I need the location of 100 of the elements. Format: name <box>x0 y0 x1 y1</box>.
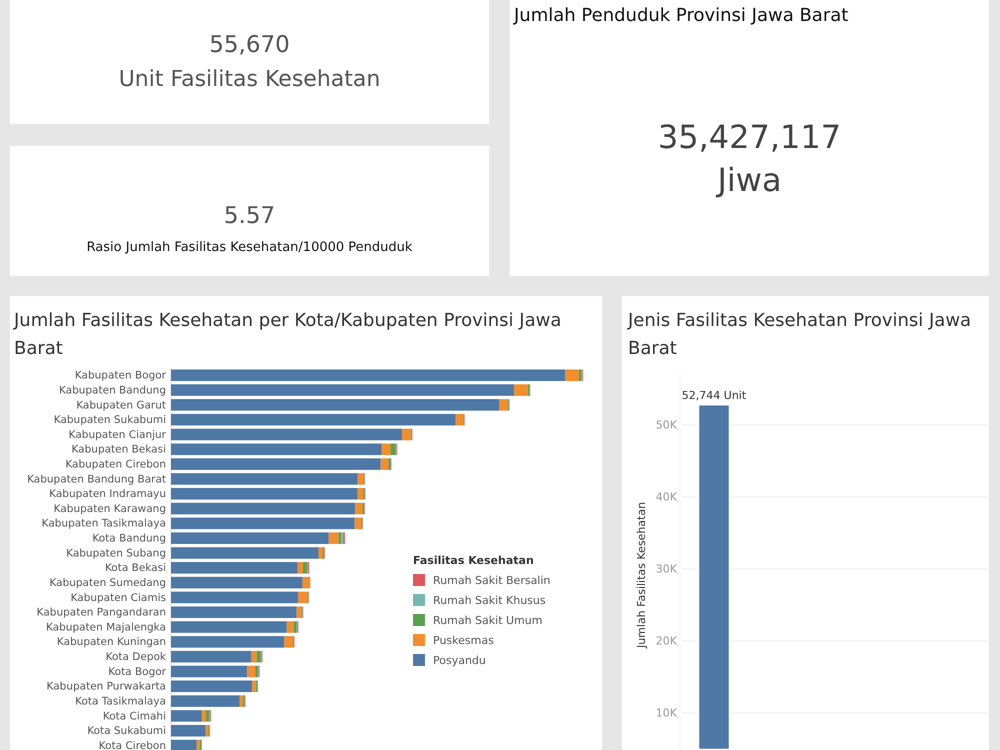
bar <box>171 636 284 648</box>
y-tick-label: Kabupaten Purwakarta <box>46 680 166 693</box>
bar <box>171 428 402 440</box>
bar <box>240 695 244 707</box>
bar <box>565 369 579 382</box>
bar <box>171 384 514 396</box>
bar <box>514 384 528 396</box>
bar <box>171 458 381 470</box>
bar <box>284 636 293 648</box>
bar <box>297 562 303 574</box>
bar <box>171 724 206 737</box>
y-tick-label: 40K <box>656 490 678 504</box>
bar <box>382 444 391 456</box>
legend-label: Rumah Sakit Khusus <box>433 594 546 607</box>
text: Jiwa <box>715 161 782 199</box>
y-tick-label: Kabupaten Karawang <box>54 502 166 515</box>
bar <box>251 650 257 662</box>
bar <box>202 710 206 722</box>
y-tick-label: Kota Bogor <box>108 666 167 678</box>
bar <box>380 458 389 470</box>
y-tick-label: Kota Cimahi <box>102 710 166 722</box>
y-tick-label: Kabupaten Cirebon <box>65 458 166 470</box>
bar <box>171 502 356 514</box>
bar <box>302 562 307 574</box>
legend-title: Fasilitas Kesehatan <box>413 554 534 567</box>
text: 55,670 <box>209 32 290 58</box>
chart-title: Jumlah Fasilitas Kesehatan per Kota/Kabupaten Provinsi Jawa Barat <box>13 310 562 359</box>
bar <box>358 488 364 500</box>
bar <box>171 444 382 456</box>
bar <box>302 576 310 588</box>
bar <box>171 592 298 604</box>
bar <box>390 444 396 456</box>
bar <box>358 473 364 485</box>
bar <box>252 680 256 692</box>
legend-label: Posyandu <box>433 654 486 667</box>
bar <box>578 369 582 382</box>
bar <box>354 518 362 530</box>
y-tick-label: Kabupaten Tasikmalaya <box>42 518 166 530</box>
bar <box>318 547 324 559</box>
text: Rasio Jumlah Fasilitas Kesehatan/10000 Penduduk <box>86 240 413 255</box>
bar <box>286 621 294 633</box>
bar <box>171 518 355 530</box>
bar <box>171 606 297 618</box>
y-tick-label: Kabupaten Cianjur <box>68 428 167 441</box>
y-tick-label: Kabupaten Sukabumi <box>54 414 166 426</box>
bar <box>171 740 197 750</box>
bar <box>171 369 566 382</box>
y-tick-label: Kabupaten Subang <box>66 547 166 560</box>
bar <box>196 740 200 750</box>
bar <box>328 532 339 544</box>
legend-label: Rumah Sakit Bersalin <box>433 574 550 587</box>
y-tick-label: Kabupaten Bogor <box>74 370 167 382</box>
y-tick-label: Kota Bekasi <box>104 562 166 574</box>
bar <box>338 532 342 544</box>
bar <box>247 666 256 678</box>
y-tick-label: Kabupaten Majalengka <box>46 621 166 634</box>
y-tick-label: 30K <box>656 562 678 576</box>
bar <box>171 532 329 544</box>
bar <box>206 710 210 722</box>
text: 35,427,117 <box>658 118 842 156</box>
y-tick-label: Kabupaten Pangandaran <box>36 606 166 619</box>
legend-label: Rumah Sakit Umum <box>433 614 542 627</box>
bar <box>171 473 358 485</box>
bar <box>402 428 411 440</box>
y-axis-title: Jumlah Fasilitas Kesehatan <box>635 502 648 650</box>
text: Unit Fasilitas Kesehatan <box>118 67 380 92</box>
bar <box>171 414 456 426</box>
bar <box>499 399 508 411</box>
text: Jumlah Penduduk Provinsi Jawa Barat <box>513 5 848 26</box>
y-tick-label: 50K <box>656 418 678 432</box>
bar <box>171 650 252 662</box>
data-label: 52,744 Unit <box>682 389 747 402</box>
bar <box>171 621 287 633</box>
y-tick-label: Kota Tasikmalaya <box>75 695 166 708</box>
y-tick-label: Kota Bandung <box>92 532 166 545</box>
bar <box>171 562 298 574</box>
y-tick-label: Kota Sukabumi <box>87 725 166 738</box>
y-tick-label: 10K <box>656 706 678 720</box>
legend-label: Puskesmas <box>433 634 494 647</box>
y-tick-label: 20K <box>656 634 678 648</box>
chart-title: Jenis Fasilitas Kesehatan Provinsi Jawa Barat <box>627 310 972 359</box>
y-tick-label: Kabupaten Ciamis <box>70 592 166 604</box>
bar <box>171 399 500 411</box>
y-tick-label: Kabupaten Bekasi <box>71 444 166 456</box>
y-tick-label: Kota Depok <box>106 651 167 664</box>
bar <box>171 695 240 707</box>
bar <box>171 488 358 500</box>
y-tick-label: Kabupaten Kuningan <box>56 636 166 648</box>
y-tick-label: Kabupaten Sumedang <box>49 576 166 589</box>
bar <box>255 666 258 678</box>
bar <box>171 710 202 722</box>
bar <box>298 592 308 604</box>
y-tick-label: Kota Cirebon <box>98 740 166 750</box>
bar <box>171 576 302 588</box>
bar <box>206 724 208 737</box>
bar <box>171 666 248 678</box>
y-tick-label: Kabupaten Indramayu <box>49 488 166 500</box>
text: 5.57 <box>224 203 276 229</box>
y-tick-label: Kabupaten Bandung Barat <box>27 473 166 486</box>
bar <box>256 650 261 662</box>
